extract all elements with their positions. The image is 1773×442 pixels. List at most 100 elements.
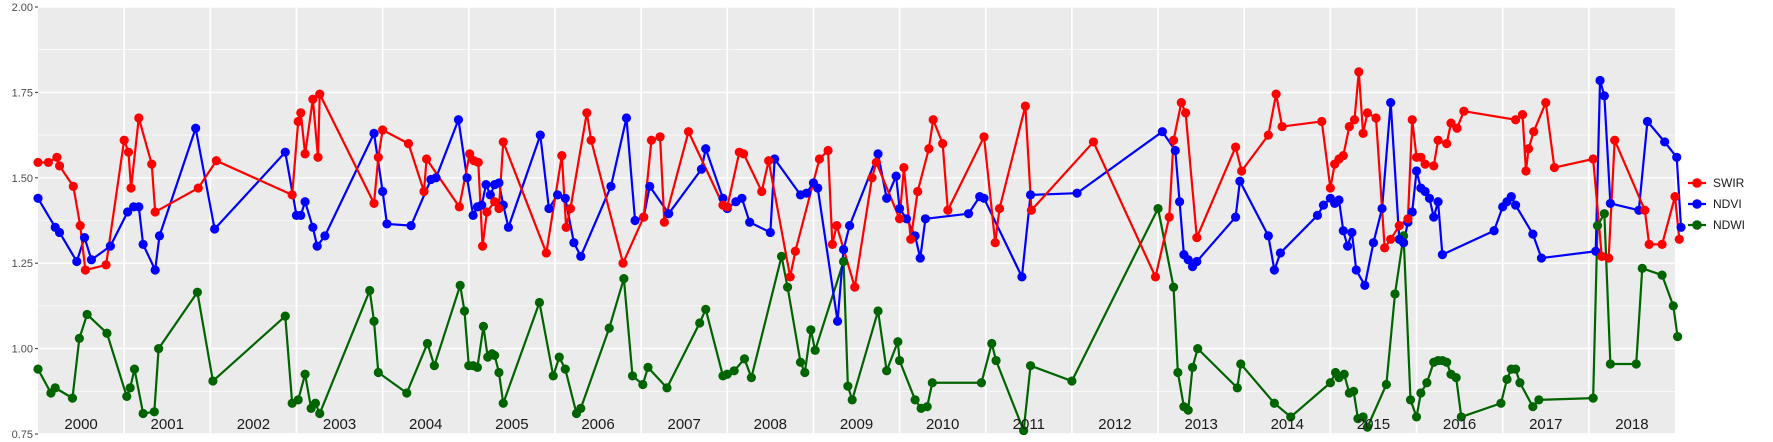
swir-point	[1349, 115, 1360, 125]
swir-point	[403, 139, 414, 149]
ndvi-point	[1591, 246, 1601, 256]
swir-point	[1325, 183, 1335, 193]
ndvi-point	[1420, 186, 1430, 197]
swir-point	[722, 202, 732, 212]
ndwi-point	[315, 408, 325, 419]
ndwi-point	[293, 395, 303, 405]
ndvi-point	[1170, 145, 1180, 156]
ndvi-point	[1506, 191, 1516, 202]
ndvi-point	[873, 149, 883, 159]
swir-point	[1416, 152, 1426, 162]
ndvi-point	[382, 219, 392, 229]
legend-key-point-swir	[1692, 178, 1702, 188]
ndvi-point	[1360, 280, 1370, 290]
swir-point	[33, 157, 43, 168]
ndvi-point	[1595, 75, 1605, 86]
ndvi-point	[1599, 91, 1609, 101]
swir-point	[1192, 232, 1202, 243]
ndwi-point	[643, 362, 653, 372]
ndvi-point	[369, 128, 379, 138]
swir-point	[1644, 239, 1654, 250]
ndwi-point	[498, 398, 508, 408]
ndwi-point	[422, 338, 433, 349]
swir-point	[928, 115, 938, 125]
swir-point	[477, 241, 488, 251]
swir-point	[52, 152, 62, 162]
swir-point	[990, 238, 1000, 248]
ndwi-point	[369, 316, 379, 326]
ndvi-point	[1343, 241, 1353, 251]
ndwi-point	[1173, 367, 1183, 378]
swir-point	[1362, 108, 1373, 118]
ndwi-point	[1405, 395, 1416, 405]
ndvi-point	[915, 253, 925, 263]
ndvi-point	[1269, 265, 1279, 275]
ndwi-point	[1511, 364, 1521, 374]
ndvi-point	[745, 217, 755, 227]
ndvi-point	[72, 256, 82, 267]
ndwi-point	[534, 297, 545, 308]
ndwi-point	[1358, 412, 1368, 422]
ndwi-point	[1339, 369, 1349, 379]
swir-point	[313, 152, 323, 162]
ndwi-point	[893, 337, 903, 347]
ndwi-point	[1286, 412, 1296, 422]
ndwi-point	[125, 383, 135, 393]
swir-point	[1442, 139, 1452, 149]
ndwi-point	[310, 398, 321, 408]
year-label: 2010	[926, 416, 959, 433]
swir-point	[659, 217, 669, 227]
swir-point	[823, 145, 833, 156]
swir-point	[683, 127, 694, 137]
ndwi-point	[1193, 344, 1203, 354]
ndwi-point	[576, 403, 586, 413]
ndvi-point	[105, 241, 115, 251]
ndwi-point	[1451, 373, 1461, 383]
ndwi-point	[662, 383, 672, 393]
swir-point	[894, 214, 905, 224]
ndwi-point	[795, 357, 806, 367]
ndwi-point	[402, 388, 412, 398]
ndvi-point	[1235, 176, 1245, 186]
year-label: 2004	[409, 416, 442, 433]
ndwi-point	[1325, 378, 1335, 388]
swir-point	[490, 197, 500, 207]
ndwi-point	[1631, 359, 1641, 369]
ndwi-point	[1528, 402, 1538, 412]
y-tick-label: 0.75	[12, 429, 33, 441]
ndwi-point	[154, 344, 164, 354]
ndvi-point	[1676, 222, 1686, 232]
ndwi-point	[1019, 425, 1029, 436]
year-label: 2017	[1529, 416, 1562, 433]
year-label: 2012	[1098, 416, 1131, 433]
ndwi-point	[1515, 378, 1525, 388]
ndvi-point	[1338, 226, 1348, 236]
swir-point	[1271, 89, 1281, 99]
swir-point	[1541, 98, 1551, 108]
swir-point	[899, 162, 909, 173]
swir-point	[54, 161, 65, 171]
ndvi-point	[1399, 238, 1409, 248]
ndvi-point	[1407, 207, 1417, 217]
swir-point	[147, 159, 157, 169]
ndvi-point	[894, 203, 905, 214]
swir-point	[938, 139, 948, 149]
ndvi-point	[1411, 166, 1422, 176]
swir-point	[378, 125, 388, 135]
year-label: 2014	[1271, 416, 1304, 433]
swir-point	[119, 135, 129, 145]
ndvi-point	[1660, 137, 1670, 147]
ndwi-point	[33, 364, 43, 374]
swir-point	[1354, 67, 1364, 77]
swir-point	[315, 89, 325, 99]
ndvi-point	[901, 214, 912, 224]
swir-point	[150, 207, 160, 217]
y-tick-label: 2.00	[12, 2, 33, 14]
ndwi-point	[1588, 393, 1598, 403]
swir-point	[1429, 161, 1439, 171]
swir-point	[541, 248, 551, 258]
ndwi-point	[991, 355, 1001, 366]
ndwi-point	[1605, 359, 1615, 369]
ndwi-point	[1183, 405, 1193, 415]
